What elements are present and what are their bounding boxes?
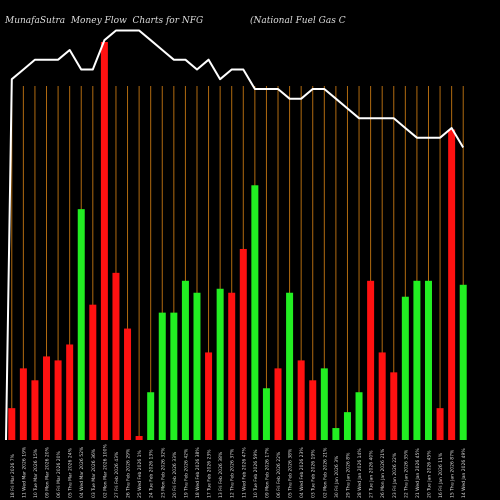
x-tick-label: 02 Mon Mar 2026 100% bbox=[102, 444, 108, 498]
bar bbox=[436, 408, 444, 440]
x-tick-label: 06 Fri Feb 2026 22% bbox=[276, 451, 282, 498]
bar bbox=[77, 209, 85, 440]
x-tick-label: 23 Fri Jan 2026 22% bbox=[392, 452, 398, 498]
x-tick-label: 06 Fri Mar 2026 20% bbox=[56, 451, 62, 498]
bar bbox=[309, 380, 317, 440]
bar bbox=[158, 312, 166, 440]
x-tick-label: 20 Tue Jan 2026 45% bbox=[426, 450, 432, 498]
bar bbox=[274, 368, 282, 440]
x-tick-label: 22 Thu Jan 2026 35% bbox=[403, 449, 409, 498]
x-tick-label: 09 Mon Mar 2026 20% bbox=[45, 446, 51, 498]
x-tick-label: 02 Mon Feb 2026 21% bbox=[322, 447, 328, 498]
x-tick-label: 17 Tue Feb 2026 23% bbox=[207, 449, 213, 498]
bar bbox=[401, 296, 409, 440]
x-tick-label: 13 Fri Feb 2026 38% bbox=[218, 451, 224, 498]
bar bbox=[31, 380, 39, 440]
bar bbox=[228, 292, 236, 440]
bar bbox=[19, 368, 27, 440]
bar bbox=[43, 356, 51, 440]
chart-title: MunafaSutra Money Flow Charts for NFG bbox=[5, 16, 204, 26]
x-tick-label: 11 Wed Mar 2026 19% bbox=[21, 446, 27, 498]
x-tick-label: 25 Wed Feb 2026 1% bbox=[137, 449, 143, 498]
bar bbox=[89, 304, 97, 440]
x-tick-label: 05 Thu Mar 2026 24% bbox=[68, 447, 74, 498]
bar bbox=[378, 352, 386, 440]
bar bbox=[54, 360, 62, 440]
bar bbox=[205, 352, 213, 440]
bar bbox=[251, 185, 259, 440]
bar bbox=[262, 388, 270, 440]
x-tick-label: 27 Tue Jan 2026 40% bbox=[369, 450, 375, 498]
x-tick-label: 10 Tue Mar 2026 15% bbox=[33, 448, 39, 498]
x-tick-label: 29 Thu Jan 2026 8% bbox=[345, 452, 351, 498]
x-tick-label: 12 Thu Feb 2026 37% bbox=[230, 448, 236, 498]
bar bbox=[239, 248, 247, 440]
bar bbox=[193, 292, 201, 440]
x-tick-label: 05 Thu Feb 2026 38% bbox=[288, 448, 294, 498]
x-tick-label: 26 Mon Jan 2026 21% bbox=[380, 448, 386, 498]
x-tick-label: 18 Wed Feb 2026 38% bbox=[195, 447, 201, 498]
bar bbox=[181, 280, 189, 440]
x-tick-label: 26 Thu Feb 2026 29% bbox=[126, 448, 132, 498]
chart-subtitle: (National Fuel Gas C bbox=[250, 16, 346, 26]
x-tick-label: 16 Fri Jan 2026 11% bbox=[438, 452, 444, 498]
x-tick-label: 14 Wed Jan 2026 49% bbox=[461, 448, 467, 498]
bar bbox=[343, 412, 351, 440]
x-tick-label: 20 Fri Feb 2026 33% bbox=[172, 451, 178, 498]
x-tick-label: 09 Mon Feb 2026 17% bbox=[264, 447, 270, 498]
bar bbox=[459, 284, 467, 440]
bar bbox=[216, 288, 224, 440]
x-tick-label: 21 Wed Jan 2026 45% bbox=[415, 448, 421, 498]
bar bbox=[367, 280, 375, 440]
bar bbox=[112, 272, 120, 440]
bar bbox=[66, 344, 74, 440]
chart-header: MunafaSutra Money Flow Charts for NFG (N… bbox=[0, 16, 500, 30]
bar bbox=[100, 42, 108, 440]
x-tick-label: 30 Fri Jan 2026 3% bbox=[334, 455, 340, 498]
bar bbox=[448, 129, 456, 440]
x-tick-label: 18 Fri Mar 2026 7% bbox=[10, 453, 16, 498]
x-tick-label: 24 Tue Feb 2026 13% bbox=[149, 449, 155, 498]
bar bbox=[297, 360, 305, 440]
bar bbox=[355, 392, 363, 440]
x-tick-label: 28 Wed Jan 2026 14% bbox=[357, 448, 363, 498]
bar bbox=[424, 280, 432, 440]
x-tick-label: 03 Tue Feb 2026 19% bbox=[311, 449, 317, 498]
x-tick-label: 04 Wed Feb 2026 23% bbox=[299, 447, 305, 498]
x-tick-label: 19 Thu Feb 2026 42% bbox=[183, 448, 189, 498]
x-tick-label: 03 Tue Mar 2026 36% bbox=[91, 448, 97, 498]
x-tick-label: 23 Mon Feb 2026 32% bbox=[160, 447, 166, 498]
x-tick-label: 11 Wed Feb 2026 47% bbox=[241, 447, 247, 498]
bar bbox=[390, 372, 398, 440]
bar bbox=[124, 328, 132, 440]
bar bbox=[286, 292, 294, 440]
x-tick-label: 15 Thu Jan 2026 87% bbox=[450, 449, 456, 498]
bar bbox=[413, 280, 421, 440]
x-tick-label: 27 Fri Feb 2026 43% bbox=[114, 451, 120, 498]
x-tick-label: 10 Tue Feb 2026 59% bbox=[253, 449, 259, 498]
bar bbox=[135, 436, 143, 440]
bar bbox=[147, 392, 155, 440]
bar bbox=[320, 368, 328, 440]
bar bbox=[8, 408, 16, 440]
price-line bbox=[5, 29, 465, 441]
bar bbox=[332, 428, 340, 440]
x-tick-label: 04 Wed Mar 2026 52% bbox=[79, 446, 85, 498]
bar bbox=[170, 312, 178, 440]
